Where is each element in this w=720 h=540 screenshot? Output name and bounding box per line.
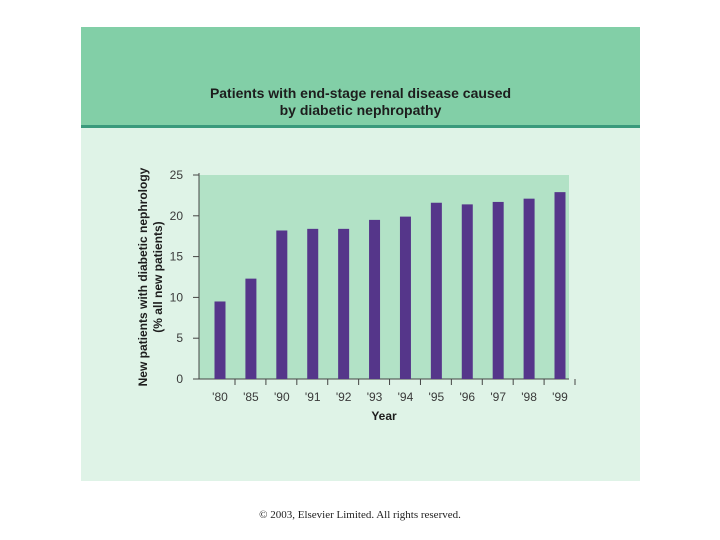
- title-divider: [81, 125, 640, 128]
- bar: [523, 198, 535, 379]
- y-tick-label: 20: [170, 209, 184, 223]
- x-tick-label: '93: [367, 390, 383, 404]
- bar: [399, 216, 411, 379]
- chart-title: Patients with end-stage renal disease ca…: [81, 85, 640, 119]
- bar: [214, 301, 226, 379]
- y-axis-label-line-2: (% all new patients): [151, 221, 165, 332]
- bar: [369, 219, 381, 379]
- y-tick-label: 10: [170, 290, 184, 304]
- title-band: [81, 27, 640, 125]
- y-tick-label: 15: [170, 250, 184, 264]
- x-tick-label: '99: [552, 390, 568, 404]
- bar: [276, 230, 288, 379]
- x-tick-label: '98: [521, 390, 537, 404]
- chart-title-line-1: Patients with end-stage renal disease ca…: [209, 85, 512, 101]
- y-axis-label-line-1: New patients with diabetic nephrology: [136, 167, 150, 386]
- bar: [307, 228, 319, 379]
- bar: [461, 204, 473, 379]
- bar: [338, 228, 350, 379]
- x-tick-label: '96: [459, 390, 475, 404]
- chart-title-line-2: by diabetic nephropathy: [279, 102, 442, 118]
- x-tick-label: '85: [243, 390, 259, 404]
- x-tick-label: '92: [336, 390, 352, 404]
- bar: [554, 192, 566, 379]
- bar: [245, 278, 257, 379]
- x-tick-label: '97: [490, 390, 506, 404]
- copyright-notice: © 2003, Elsevier Limited. All rights res…: [259, 509, 461, 521]
- bar: [492, 201, 504, 379]
- x-tick-label: '90: [274, 390, 290, 404]
- y-tick-label: 25: [170, 168, 184, 182]
- x-axis-label: Year: [371, 409, 397, 423]
- x-tick-label: '91: [305, 390, 321, 404]
- x-tick-label: '95: [429, 390, 445, 404]
- x-tick-label: '94: [398, 390, 414, 404]
- x-tick-label: '80: [212, 390, 228, 404]
- bar: [430, 202, 442, 379]
- y-tick-label: 0: [176, 372, 183, 386]
- plot-area: [199, 175, 569, 379]
- y-tick-label: 5: [176, 331, 183, 345]
